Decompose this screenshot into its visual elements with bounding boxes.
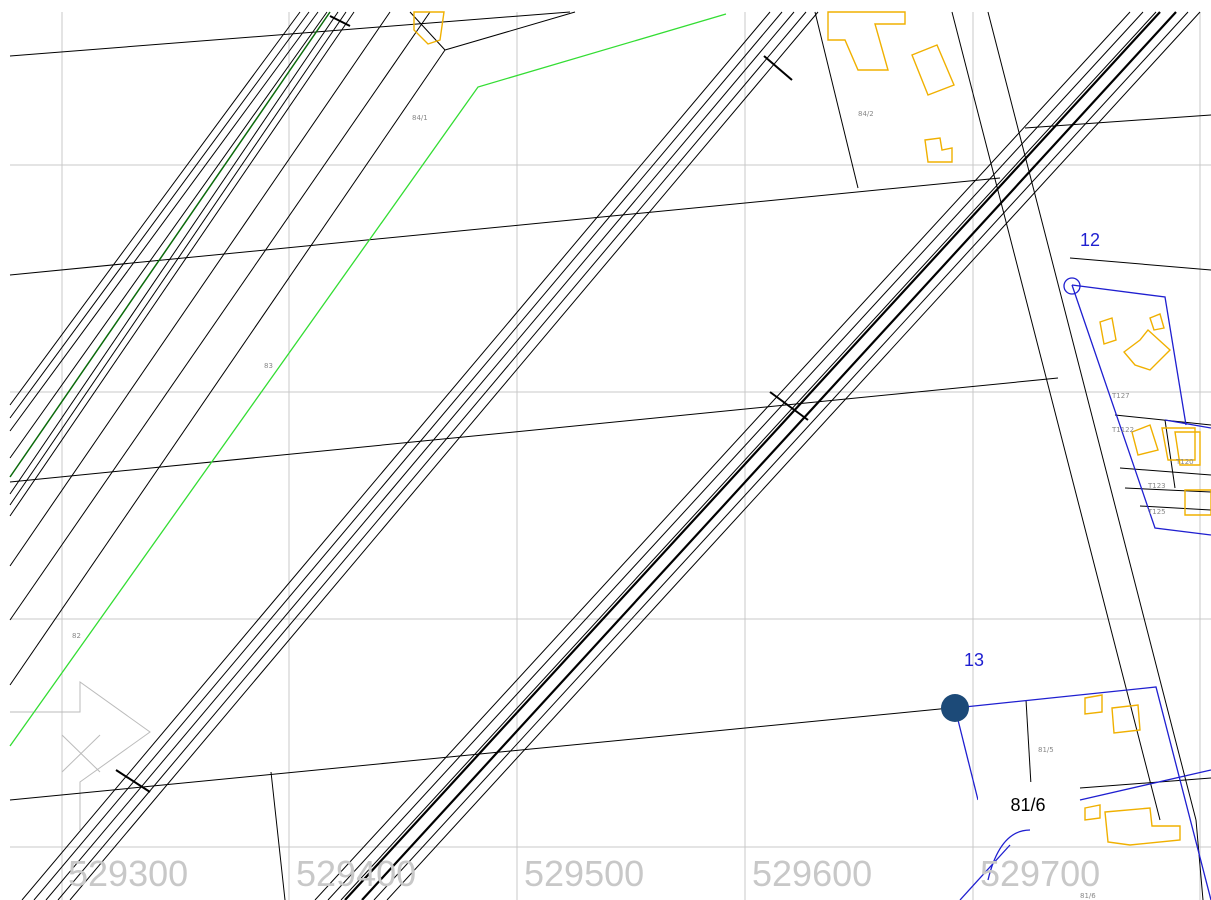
survey-point-12-marker[interactable] xyxy=(1063,277,1081,295)
survey-point-13-marker[interactable] xyxy=(941,694,969,722)
easting-label-529500: 529500 xyxy=(524,853,644,894)
parcel-label-t125: T125 xyxy=(1147,508,1166,516)
parcel-label-84-2: 84/2 xyxy=(858,110,874,118)
small-parcel-labels: 84/1 84/2 83 82 T127 T1122 T120 T123 T12… xyxy=(72,110,1194,900)
parcel-label-84-1: 84/1 xyxy=(412,114,428,122)
north-arrow-fragment xyxy=(10,681,151,830)
easting-label-529700: 529700 xyxy=(980,853,1100,894)
road-left xyxy=(9,11,576,686)
parcel-label-t120: T120 xyxy=(1175,458,1194,466)
easting-labels: 529300 529400 529500 529600 529700 xyxy=(68,853,1100,894)
road-ticks xyxy=(115,15,809,793)
parcel-label-t123: T123 xyxy=(1147,482,1166,490)
parcel-label-t127: T127 xyxy=(1111,392,1130,400)
parcel-boundaries xyxy=(9,11,1211,900)
buildings xyxy=(413,11,1211,846)
coordinate-grid xyxy=(10,12,1211,900)
parcel-label-83: 83 xyxy=(264,362,273,370)
parcel-label-82: 82 xyxy=(72,632,81,640)
road-center-right xyxy=(314,11,1201,900)
blue-boundaries xyxy=(954,284,1211,900)
survey-point-12-label: 12 xyxy=(1080,230,1100,250)
parcel-label-81-6-small: 81/6 xyxy=(1080,892,1096,900)
highlighted-parcel-label: 81/6 xyxy=(978,782,1078,828)
road-middle-left xyxy=(21,11,819,900)
easting-label-529400: 529400 xyxy=(296,853,416,894)
easting-label-529300: 529300 xyxy=(68,853,188,894)
dark-green-line xyxy=(9,11,331,478)
survey-point-13-label: 13 xyxy=(964,650,984,670)
easting-label-529600: 529600 xyxy=(752,853,872,894)
parcel-label-t1122: T1122 xyxy=(1111,426,1134,434)
green-boundary xyxy=(9,13,727,747)
parcel-label-81-5: 81/5 xyxy=(1038,746,1054,754)
